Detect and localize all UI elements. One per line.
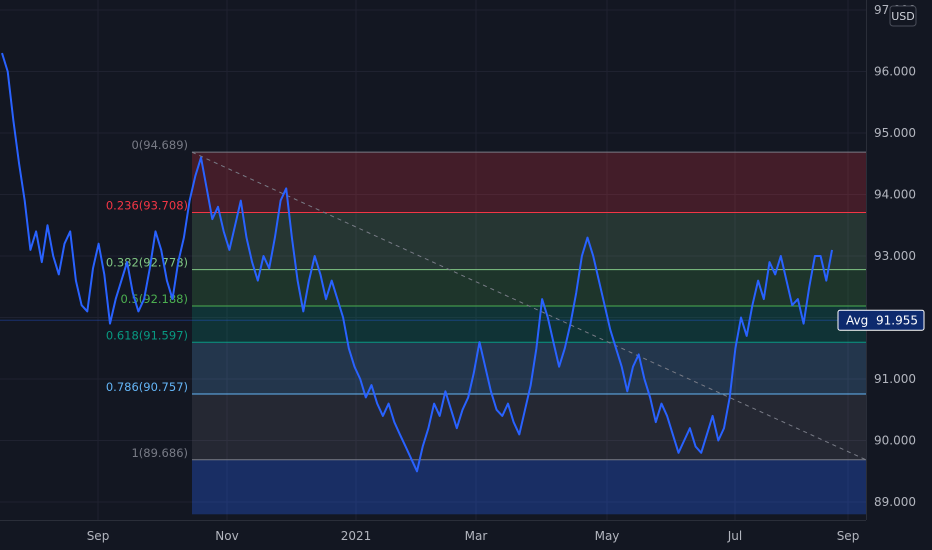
- fib-zone: [192, 393, 866, 460]
- time-axis[interactable]: Sep Nov 2021 Mar May Jul Sep: [87, 529, 860, 543]
- fib-level-label: 0.382(92.778): [106, 256, 188, 270]
- y-tick-label: 94.000: [874, 188, 916, 202]
- fib-level-label: 0(94.689): [131, 138, 188, 152]
- y-tick-label: 93.000: [874, 249, 916, 263]
- x-tick-label: Sep: [837, 529, 860, 543]
- y-tick-label: 95.000: [874, 126, 916, 140]
- x-tick-label: Mar: [465, 529, 488, 543]
- fib-level-label: 0.5(92.188): [120, 292, 188, 306]
- avg-value: 91.955: [876, 313, 918, 327]
- currency-badge-box: [889, 5, 917, 27]
- x-tick-label: Jul: [727, 529, 742, 543]
- fib-zone: [192, 459, 866, 515]
- fib-level-label: 0.618(91.597): [106, 328, 188, 342]
- y-tick-label: 91.000: [874, 372, 916, 386]
- time-axis-divider: [0, 520, 866, 521]
- y-tick-label: 89.000: [874, 495, 916, 509]
- x-tick-label: Sep: [87, 529, 110, 543]
- fib-trend-line[interactable]: [191, 151, 867, 461]
- currency-badge[interactable]: USD: [889, 5, 917, 27]
- fib-zone: [192, 152, 866, 213]
- x-tick-label: Nov: [215, 529, 238, 543]
- avg-label: Avg: [846, 313, 868, 327]
- fib-level-label: 0.786(90.757): [106, 380, 188, 394]
- fibonacci-retracement[interactable]: 0(94.689) 0.236(93.708) 0.382(92.778) 0.5(9…: [106, 138, 866, 515]
- fib-level-label: 1(89.686): [131, 446, 188, 460]
- price-line[interactable]: [1, 52, 833, 473]
- x-tick-label: May: [595, 529, 620, 543]
- grid-layer: [0, 0, 866, 520]
- avg-badge-box: [837, 309, 925, 331]
- avg-price-badge: Avg 91.955: [837, 309, 925, 331]
- fib-zone: [192, 305, 866, 343]
- y-tick-label: 96.000: [874, 65, 916, 79]
- fib-level-label: 0.236(93.708): [106, 198, 188, 212]
- currency-label: USD: [891, 10, 915, 23]
- price-axis-divider: [866, 0, 867, 520]
- fib-zone: [192, 342, 866, 394]
- y-tick-label: 90.000: [874, 434, 916, 448]
- fib-zone: [192, 212, 866, 270]
- x-tick-label: 2021: [341, 529, 372, 543]
